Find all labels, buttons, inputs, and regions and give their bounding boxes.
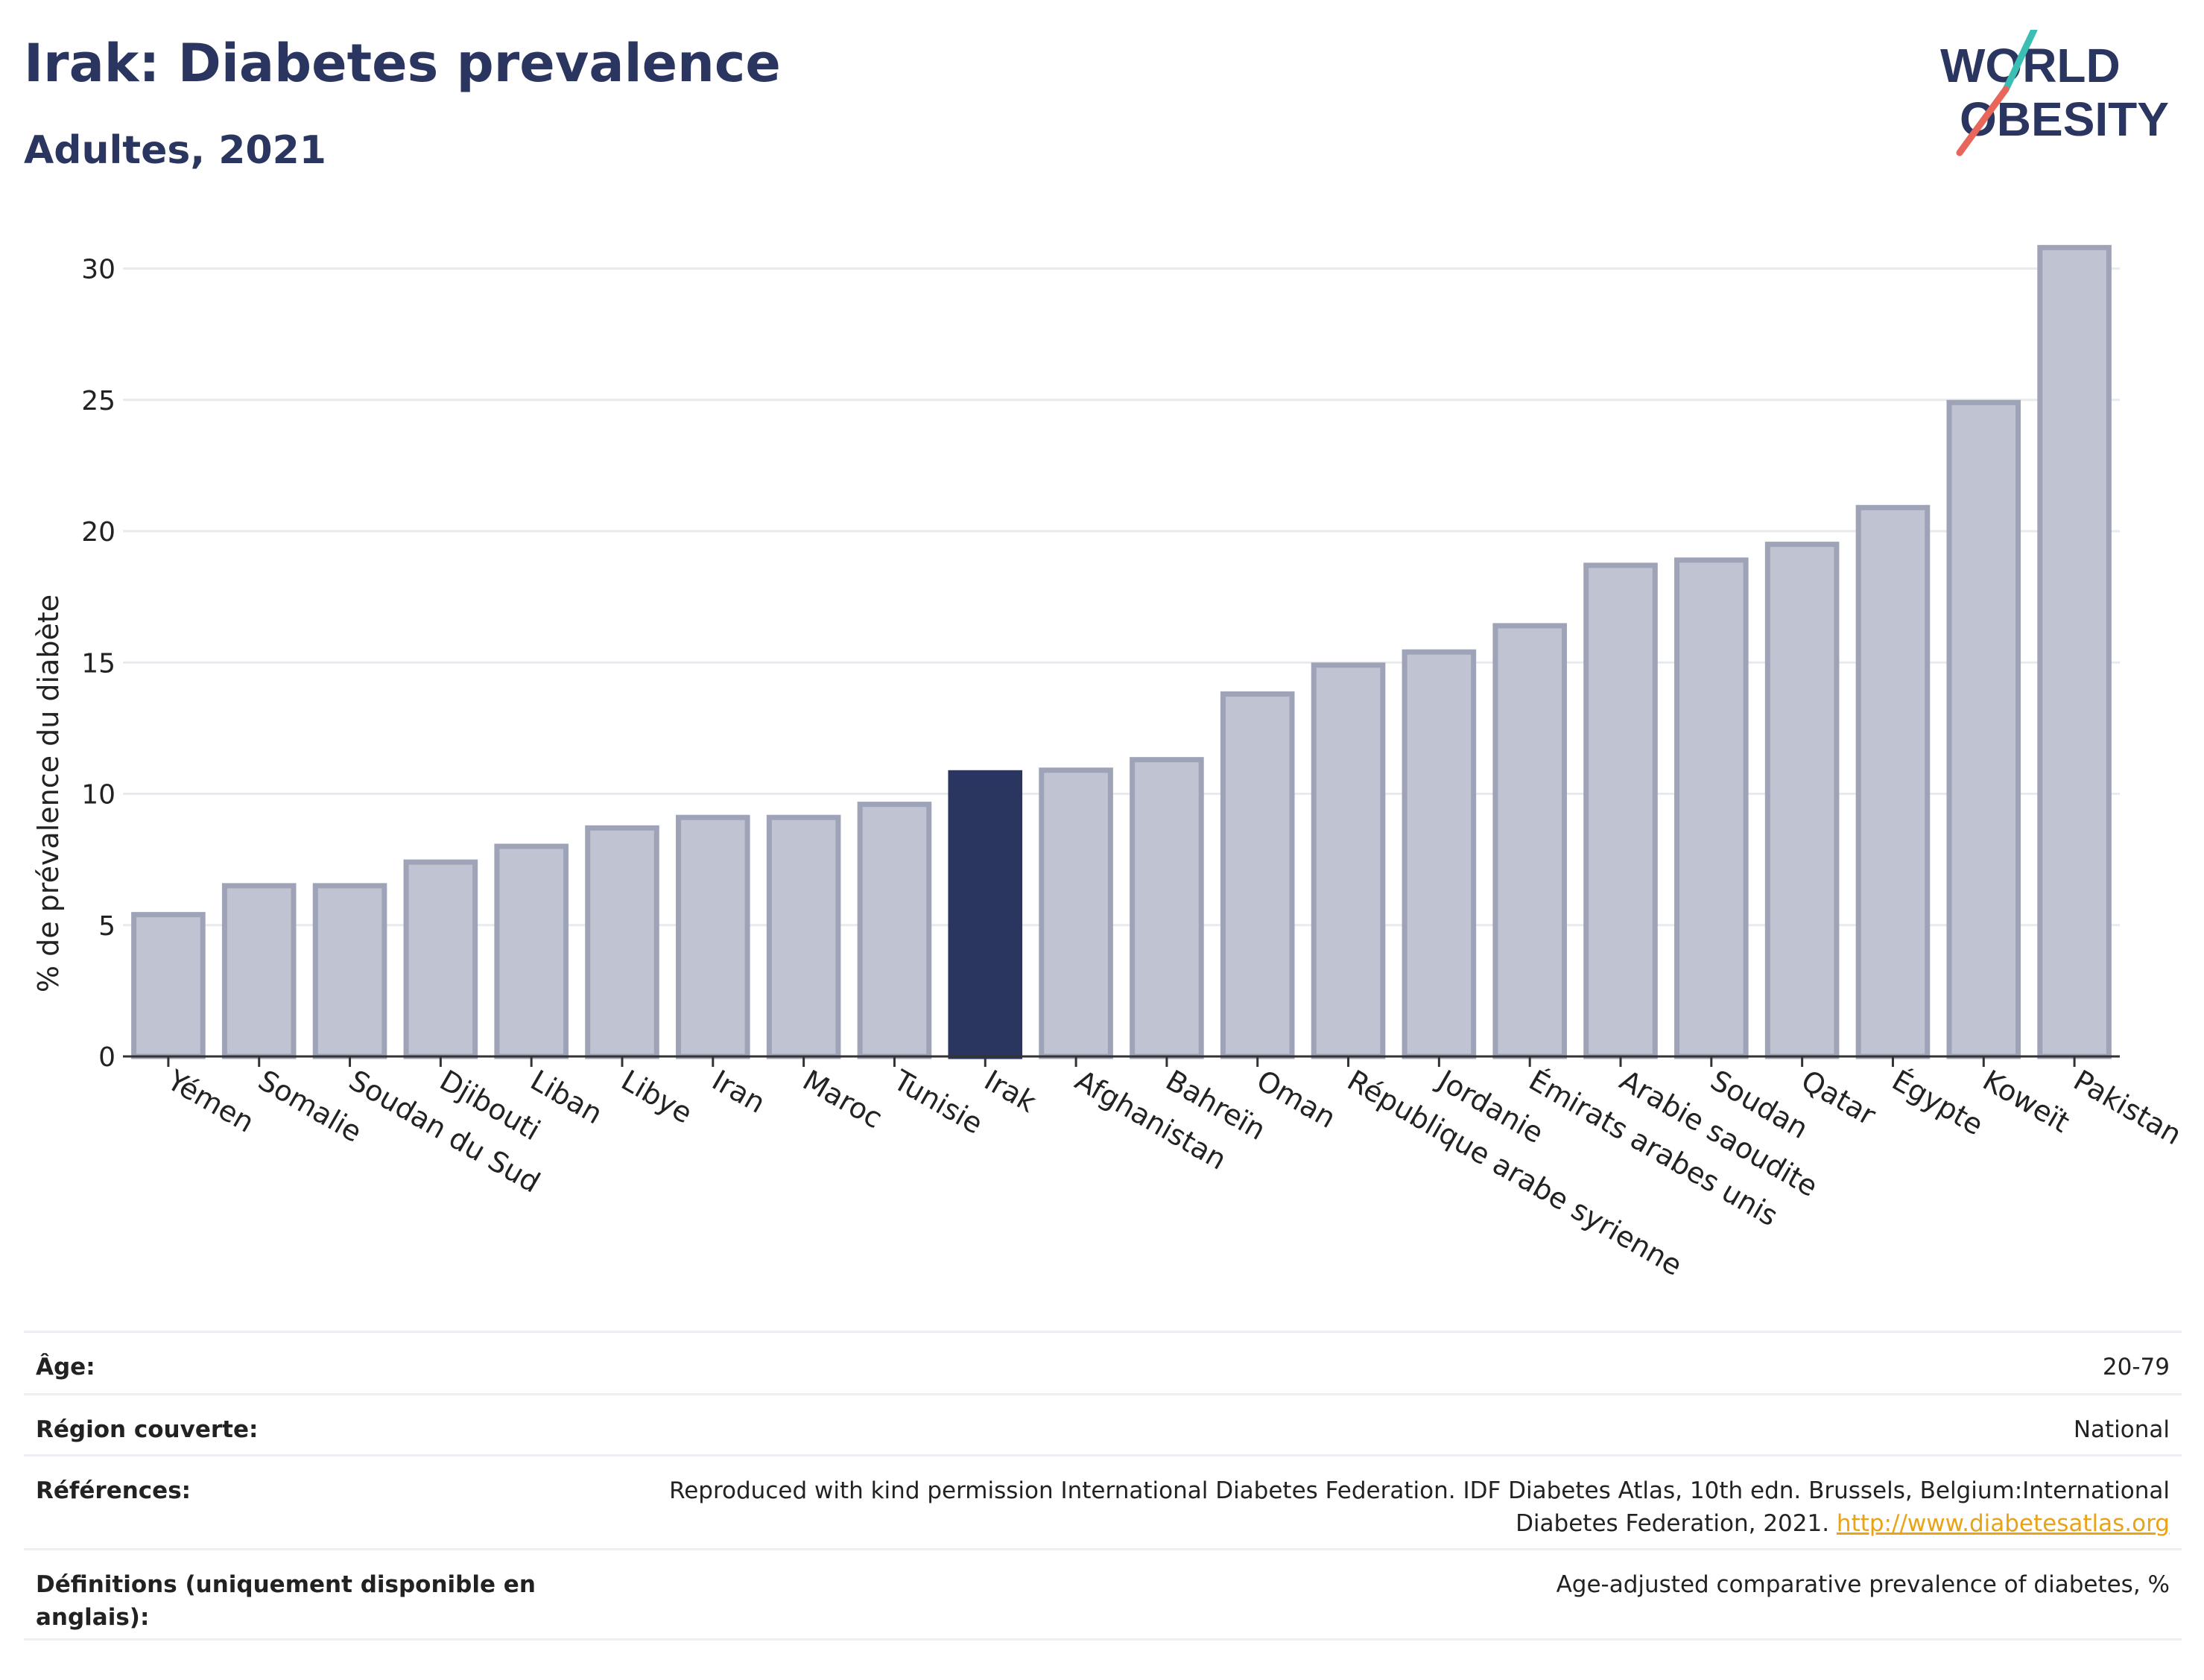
bar-1[interactable]: [131, 912, 206, 1059]
metadata-row: Définitions (uniquement disponible en an…: [24, 1548, 2182, 1641]
y-tick-label: 25: [81, 386, 115, 416]
bar-18[interactable]: [1674, 557, 1749, 1059]
metadata-row: Âge: 20-79: [24, 1331, 2182, 1393]
y-tick-label: 30: [81, 255, 115, 285]
x-tick-label: Afghanistan: [1070, 1064, 1232, 1176]
x-tick-label: Irak: [979, 1064, 1042, 1119]
bar-7[interactable]: [676, 814, 750, 1059]
bar-19[interactable]: [1764, 542, 1840, 1059]
metadata-table: Âge: 20-79 Région couverte: National Référen…: [24, 1331, 2182, 1641]
x-tick-label: Yémen: [162, 1063, 260, 1139]
metadata-value: 20-79: [2102, 1354, 2170, 1381]
y-tick-label: 15: [81, 648, 115, 679]
metadata-value: Reproduced with kind permission Internat…: [669, 1477, 2170, 1537]
x-tick-label: Tunisie: [887, 1063, 988, 1141]
bar-20[interactable]: [1855, 504, 1931, 1059]
x-tick-label: Somalie: [253, 1064, 367, 1149]
bar-4[interactable]: [403, 859, 478, 1059]
y-tick-label: 5: [98, 911, 115, 942]
bar-12[interactable]: [1130, 757, 1204, 1059]
bar-14[interactable]: [1311, 662, 1386, 1059]
metadata-label: Région couverte:: [36, 1416, 259, 1443]
metadata-label: Références:: [36, 1477, 191, 1504]
bar-10[interactable]: [948, 770, 1023, 1059]
world-obesity-logo: WORLD OBESITY: [1940, 30, 2169, 156]
bar-3[interactable]: [312, 883, 387, 1059]
bar-6[interactable]: [585, 825, 659, 1059]
bar-13[interactable]: [1220, 691, 1295, 1059]
bar-16[interactable]: [1492, 623, 1567, 1059]
logo-slash-bottom: [1956, 86, 2010, 156]
bar-15[interactable]: [1402, 649, 1477, 1059]
bar-22[interactable]: [2037, 244, 2112, 1059]
bar-8[interactable]: [766, 814, 841, 1059]
metadata-value: National: [2073, 1416, 2170, 1443]
reference-link[interactable]: http://www.diabetesatlas.org: [1836, 1510, 2170, 1537]
bar-21[interactable]: [1946, 399, 2021, 1059]
x-tick-label: Iran: [706, 1064, 770, 1120]
logo-line1: WORLD: [1940, 39, 2121, 92]
bar-9[interactable]: [857, 802, 932, 1059]
bar-2[interactable]: [221, 883, 297, 1059]
x-tick-label: Maroc: [797, 1064, 888, 1135]
bar-11[interactable]: [1039, 767, 1113, 1059]
metadata-row: Références: Reproduced with kind permissi…: [24, 1454, 2182, 1548]
page-subtitle: Adultes, 2021: [24, 128, 326, 173]
x-tick-label: Égypte: [1887, 1064, 1989, 1142]
x-tick-label: Koweït: [1977, 1064, 2075, 1139]
y-axis-label: % de prévalence du diabète: [32, 595, 65, 992]
metadata-label: Âge:: [36, 1354, 95, 1381]
logo-slash-top: [2002, 30, 2038, 93]
metadata-value: Age-adjusted comparative prevalence of d…: [1556, 1571, 2170, 1598]
x-tick-label: Pakistan: [2068, 1064, 2188, 1152]
bar-17[interactable]: [1583, 562, 1658, 1059]
metadata-label: Définitions (uniquement disponible en an…: [36, 1571, 536, 1631]
bar-layer: [131, 244, 2112, 1059]
y-tick-label: 0: [98, 1042, 115, 1073]
bar-5[interactable]: [494, 843, 569, 1059]
y-tick-label: 20: [81, 517, 115, 548]
metadata-row: Région couverte: National: [24, 1393, 2182, 1454]
page-title: Irak: Diabetes prevalence: [24, 33, 781, 94]
x-tick-label: Libye: [616, 1064, 698, 1130]
y-tick-label: 10: [81, 780, 115, 811]
